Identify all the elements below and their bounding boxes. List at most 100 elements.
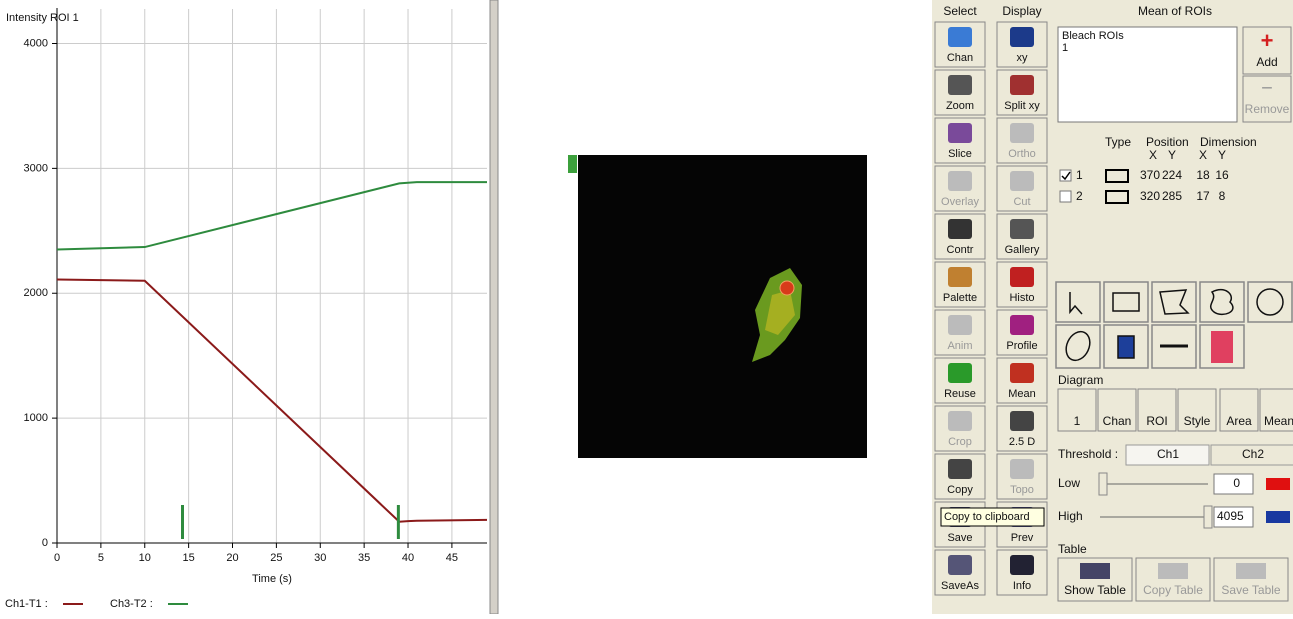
free-tool[interactable] [1200, 282, 1244, 322]
roi-cell: 17 [1196, 189, 1210, 203]
x-tick-label: 35 [358, 552, 370, 564]
tool-icon [948, 411, 972, 431]
tool-label: Copy [947, 484, 973, 496]
tool-label: Ortho [1008, 148, 1036, 160]
tool-icon [1010, 75, 1034, 95]
x-tick-label: 15 [183, 552, 195, 564]
tool-label: Gallery [1005, 244, 1040, 256]
rect-tool[interactable] [1104, 282, 1148, 322]
tool-label: Anim [947, 340, 972, 352]
tool-label: Crop [948, 436, 972, 448]
diagram-label: ROI [1146, 414, 1167, 428]
tool-label: Cut [1013, 196, 1030, 208]
tool-label: SaveAs [941, 580, 979, 592]
tool-label: Mean [1008, 388, 1036, 400]
roi-list-item[interactable]: 1 [1062, 42, 1068, 54]
tool-icon [1010, 219, 1034, 239]
tool-icon [948, 459, 972, 479]
high-slider[interactable] [1204, 506, 1212, 528]
tool-label: Chan [947, 52, 973, 64]
tool-icon [1010, 171, 1034, 191]
image-view[interactable] [578, 155, 867, 458]
high-value: 4095 [1217, 509, 1244, 523]
diagram-label: Mean [1264, 414, 1293, 428]
y-tick-label: 3000 [24, 162, 48, 174]
tooltip-text: Copy to clipboard [944, 511, 1030, 523]
roi-checkbox[interactable] [1060, 191, 1071, 202]
diagram-label: 1 [1074, 414, 1081, 428]
tool-icon [1010, 315, 1034, 335]
diagram-label: Chan [1103, 414, 1132, 428]
tool-label: 2.5 D [1009, 436, 1035, 448]
high-color[interactable] [1266, 511, 1290, 523]
tool-icon [948, 555, 972, 575]
roi-cell: 370 [1140, 168, 1160, 182]
tool-label: Info [1013, 580, 1031, 592]
low-slider[interactable] [1099, 473, 1107, 495]
low-color[interactable] [1266, 478, 1290, 490]
table-icon [1236, 563, 1266, 579]
tool-label: Palette [943, 292, 977, 304]
arrow-tool[interactable] [1056, 282, 1100, 322]
tool-label: Topo [1010, 484, 1034, 496]
tool-icon [1010, 123, 1034, 143]
tool-label: Profile [1006, 340, 1037, 352]
x-tick-label: 25 [270, 552, 282, 564]
remove-icon: − [1261, 77, 1273, 99]
splitter[interactable] [490, 0, 498, 614]
page: Intensity ROI 1 Time (s) Select Display … [0, 0, 1293, 614]
tool-icon [948, 315, 972, 335]
high-label: High [1058, 509, 1083, 523]
coord-header: Y [1168, 148, 1176, 162]
roi-cell: 8 [1219, 189, 1226, 203]
threshold-channel: Ch1 [1157, 447, 1179, 461]
rois-header: Mean of ROIs [1138, 4, 1212, 18]
roi-cell: 1 [1076, 168, 1083, 182]
dimension-header: Dimension [1200, 135, 1257, 149]
threshold-label: Threshold : [1058, 447, 1118, 461]
diagram-label: Style [1184, 414, 1211, 428]
low-value: 0 [1233, 476, 1240, 490]
display-header: Display [1002, 4, 1041, 18]
tool-icon [1010, 27, 1034, 47]
y-tick-label: 2000 [24, 287, 48, 299]
y-tick-label: 1000 [24, 412, 48, 424]
tool-label: Contr [947, 244, 974, 256]
legend-label: Ch1-T1 : [5, 598, 48, 610]
fill-icon [1118, 336, 1134, 358]
poly-tool[interactable] [1152, 282, 1196, 322]
x-tick-label: 40 [402, 552, 414, 564]
table-label: Table [1058, 542, 1087, 556]
tool-icon [1010, 555, 1034, 575]
tool-label: Histo [1009, 292, 1034, 304]
tool-label: Zoom [946, 100, 974, 112]
low-label: Low [1058, 476, 1080, 490]
tool-icon [948, 123, 972, 143]
diagram-label: Diagram [1058, 373, 1103, 387]
image-marker [568, 155, 577, 173]
chart-panel [0, 0, 490, 614]
diagram-label: Area [1226, 414, 1252, 428]
tool-icon [948, 267, 972, 287]
x-tick-label: 0 [54, 552, 60, 564]
table-icon [1158, 563, 1188, 579]
tool-label: Reuse [944, 388, 976, 400]
legend-label: Ch3-T2 : [110, 598, 153, 610]
tool-label: Split xy [1004, 100, 1040, 112]
position-header: Position [1146, 135, 1189, 149]
tool-icon [1010, 411, 1034, 431]
roi-list-item[interactable]: Bleach ROIs [1062, 30, 1124, 42]
tool-label: Overlay [941, 196, 979, 208]
tool-icon [1010, 363, 1034, 383]
table-button-label: Save Table [1221, 583, 1280, 597]
screen: Intensity ROI 1 Time (s) Select Display … [0, 0, 1293, 614]
roi-cell: 18 [1196, 168, 1210, 182]
roi-marker [780, 281, 794, 295]
tool-label: Prev [1011, 532, 1034, 544]
x-tick-label: 30 [314, 552, 326, 564]
circle-tool[interactable] [1248, 282, 1292, 322]
tool-label: Save [947, 532, 972, 544]
tool-icon [1010, 267, 1034, 287]
roi-cell: 320 [1140, 189, 1160, 203]
roi-cell: 2 [1076, 189, 1083, 203]
